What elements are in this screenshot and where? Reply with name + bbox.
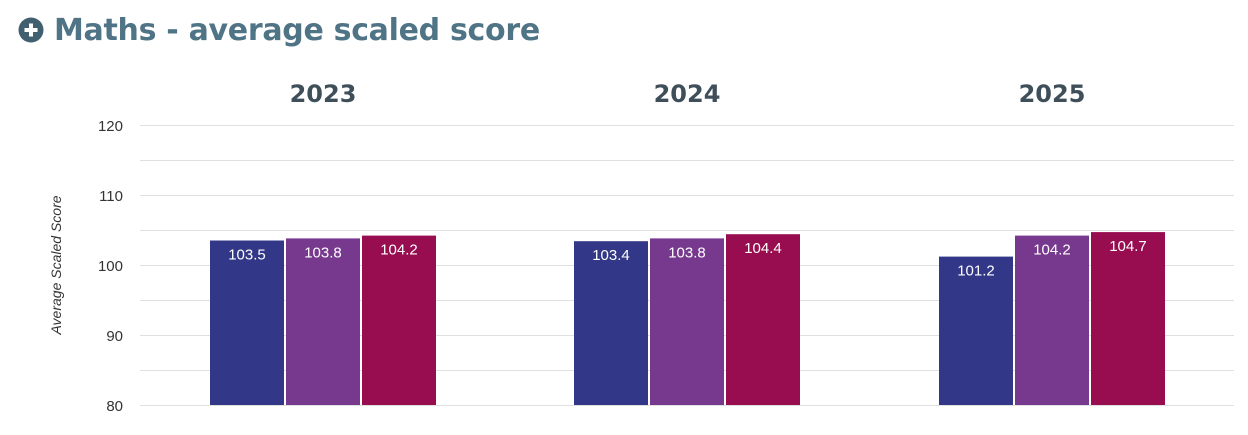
bar-value-label: 101.2 (957, 263, 995, 280)
bar (574, 241, 648, 405)
y-tick-label: 90 (106, 328, 123, 345)
panel-title: 2023 (290, 80, 357, 108)
panel-title: 2025 (1019, 80, 1086, 108)
bar-value-label: 104.7 (1109, 238, 1147, 255)
bar (210, 240, 284, 405)
bar (939, 256, 1013, 405)
bar-value-label: 103.8 (304, 244, 342, 261)
bar (362, 235, 436, 405)
section-title: Maths - average scaled score (54, 12, 540, 48)
y-tick-label: 110 (99, 188, 123, 205)
section-header: Maths - average scaled score (18, 10, 540, 50)
bar-value-label: 103.5 (228, 247, 266, 264)
bar-value-label: 103.8 (668, 244, 706, 261)
y-axis-label: Average Scaled Score (48, 195, 64, 335)
bar-value-label: 104.4 (744, 240, 782, 257)
bar (1015, 235, 1089, 405)
bar-value-label: 103.4 (592, 247, 630, 264)
panel-title: 2024 (654, 80, 721, 108)
bar-value-label: 104.2 (380, 242, 418, 259)
y-tick-label: 100 (98, 258, 123, 275)
bar (1091, 232, 1165, 405)
plus-circle-icon[interactable] (18, 17, 44, 43)
bar (286, 238, 360, 405)
bar (726, 234, 800, 405)
y-tick-label: 120 (98, 118, 123, 135)
bar (650, 238, 724, 405)
bar-value-label: 104.2 (1033, 242, 1071, 259)
y-tick-label: 80 (106, 398, 123, 415)
